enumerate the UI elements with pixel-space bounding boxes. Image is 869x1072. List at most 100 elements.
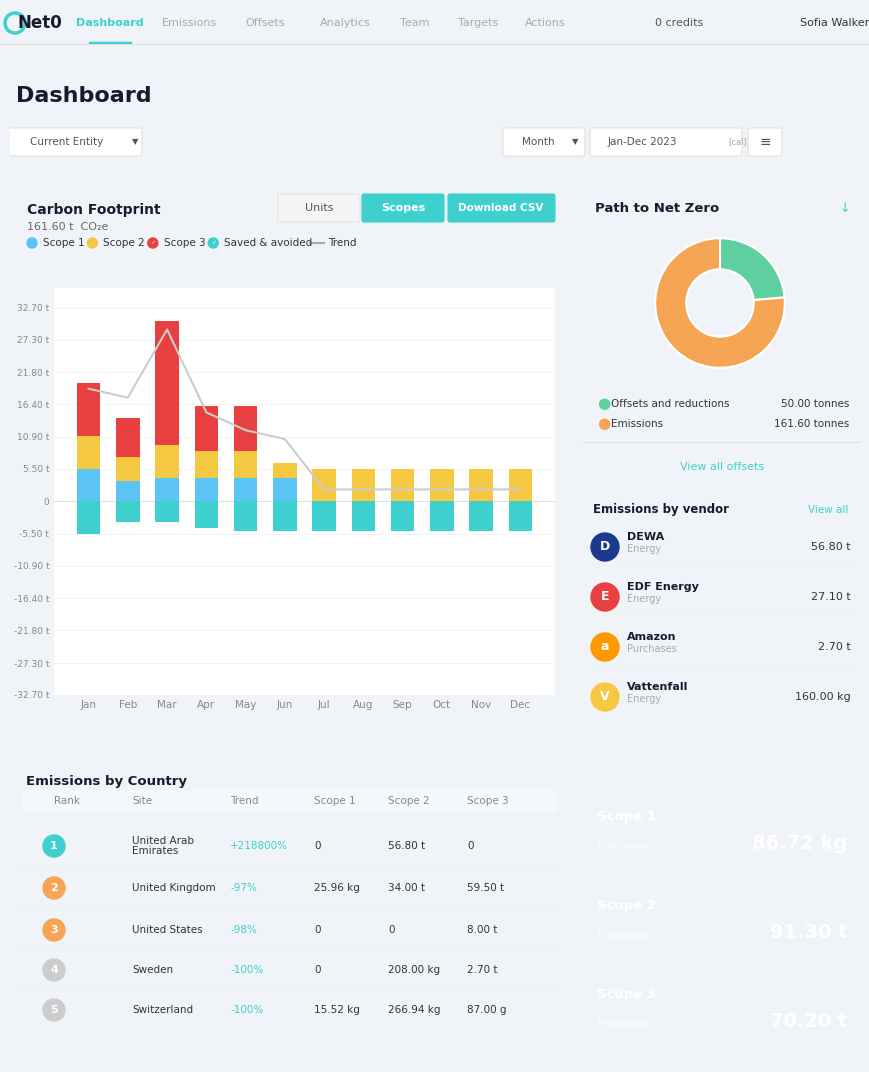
FancyBboxPatch shape	[8, 128, 142, 157]
FancyBboxPatch shape	[747, 128, 781, 157]
FancyBboxPatch shape	[362, 194, 443, 222]
Text: Emirates: Emirates	[132, 846, 178, 857]
Circle shape	[87, 238, 97, 248]
Text: 0: 0	[467, 842, 473, 851]
Text: Energy: Energy	[627, 594, 660, 604]
Bar	[156, 478, 179, 502]
Bar	[390, 502, 414, 531]
Text: Trend: Trend	[328, 238, 356, 248]
Text: Emissions: Emissions	[596, 840, 648, 851]
Text: 160.00 kg: 160.00 kg	[794, 693, 850, 702]
Wedge shape	[720, 238, 784, 300]
Circle shape	[43, 877, 65, 899]
Bar	[156, 502, 179, 522]
Text: Sweden: Sweden	[132, 965, 173, 976]
Text: Offsets and reductions: Offsets and reductions	[610, 399, 729, 410]
Text: 3: 3	[50, 925, 57, 935]
Circle shape	[208, 238, 218, 248]
Text: ▼: ▼	[571, 137, 578, 147]
Text: Scope 1: Scope 1	[314, 796, 355, 806]
Bar	[273, 463, 296, 478]
Bar	[508, 468, 532, 502]
Text: 34.00 t: 34.00 t	[388, 883, 425, 893]
Text: Targets: Targets	[457, 18, 498, 28]
Bar	[508, 502, 532, 531]
Bar	[351, 502, 375, 531]
Circle shape	[148, 238, 157, 248]
Text: Jan-Dec 2023: Jan-Dec 2023	[607, 137, 677, 147]
FancyBboxPatch shape	[502, 128, 584, 157]
Text: Emissions: Emissions	[163, 18, 217, 28]
Text: Trend: Trend	[229, 796, 258, 806]
Text: Site: Site	[132, 796, 152, 806]
Bar	[76, 436, 100, 468]
FancyBboxPatch shape	[278, 194, 360, 222]
Text: Current Entity: Current Entity	[30, 137, 103, 147]
Bar	[116, 457, 139, 480]
Text: Switzerland: Switzerland	[132, 1006, 193, 1015]
Text: D: D	[600, 540, 609, 553]
Bar	[390, 468, 414, 502]
Text: 266.94 kg: 266.94 kg	[388, 1006, 440, 1015]
Bar	[312, 502, 335, 531]
Circle shape	[590, 632, 618, 661]
Bar	[195, 478, 218, 502]
Bar	[351, 468, 375, 502]
Bar	[312, 468, 335, 502]
Circle shape	[43, 835, 65, 857]
Bar	[116, 418, 139, 457]
Text: a: a	[600, 640, 608, 654]
Text: 0: 0	[388, 925, 394, 935]
Bar	[234, 478, 257, 502]
Text: 86.72 kg: 86.72 kg	[751, 834, 846, 853]
Bar	[195, 406, 218, 451]
Text: EDF Energy: EDF Energy	[627, 582, 698, 592]
Text: 161.60 t  CO₂e: 161.60 t CO₂e	[27, 222, 109, 232]
Text: Offsets: Offsets	[245, 18, 284, 28]
Text: Actions: Actions	[524, 18, 565, 28]
Text: 4: 4	[50, 965, 58, 976]
Text: DEWA: DEWA	[627, 532, 664, 542]
Text: ●: ●	[596, 417, 609, 432]
Text: Energy: Energy	[627, 544, 660, 554]
Bar	[76, 383, 100, 436]
Text: ✓: ✓	[210, 240, 216, 245]
Text: Month: Month	[521, 137, 554, 147]
Text: Energy: Energy	[627, 694, 660, 704]
Text: ↓: ↓	[839, 203, 849, 215]
Text: Emissions by Country: Emissions by Country	[26, 775, 187, 789]
Circle shape	[590, 583, 618, 611]
Bar	[156, 445, 179, 478]
Text: Scope 2: Scope 2	[388, 796, 429, 806]
Text: 0: 0	[314, 925, 320, 935]
Wedge shape	[654, 238, 784, 368]
Text: View all offsets: View all offsets	[680, 462, 763, 472]
Text: Scope 3: Scope 3	[163, 238, 205, 248]
Text: 70.20 t: 70.20 t	[769, 1012, 846, 1031]
Text: -97%: -97%	[229, 883, 256, 893]
Bar	[156, 321, 179, 445]
Text: Units: Units	[304, 203, 333, 213]
Circle shape	[590, 683, 618, 711]
Text: Net0: Net0	[17, 14, 63, 32]
Text: Scope 3: Scope 3	[596, 988, 655, 1001]
Circle shape	[27, 238, 37, 248]
Text: Scope 2: Scope 2	[103, 238, 145, 248]
Text: Emissions: Emissions	[596, 1019, 648, 1029]
Text: 50.00 tonnes: 50.00 tonnes	[779, 399, 848, 410]
Text: 0: 0	[314, 842, 320, 851]
Text: E: E	[600, 591, 608, 604]
Text: 59.50 t: 59.50 t	[467, 883, 503, 893]
Text: ≡: ≡	[759, 135, 770, 149]
Text: 8.00 t: 8.00 t	[467, 925, 497, 935]
Text: Purchases: Purchases	[627, 644, 676, 654]
Text: 2.70 t: 2.70 t	[818, 642, 850, 652]
Circle shape	[43, 919, 65, 941]
Text: ✓: ✓	[150, 240, 156, 245]
Text: Dashboard: Dashboard	[76, 18, 143, 28]
Text: Vattenfall: Vattenfall	[627, 682, 687, 693]
Text: Analytics: Analytics	[319, 18, 370, 28]
Bar	[234, 451, 257, 478]
Text: 56.80 t: 56.80 t	[388, 842, 425, 851]
Text: +218800%: +218800%	[229, 842, 288, 851]
